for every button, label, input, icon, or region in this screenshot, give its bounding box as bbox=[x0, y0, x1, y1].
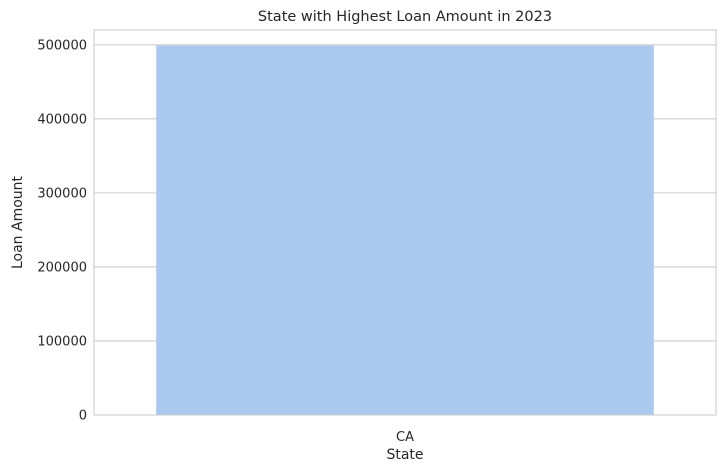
bars bbox=[156, 45, 654, 416]
y-tick-label: 0 bbox=[79, 409, 87, 424]
y-tick-label: 400000 bbox=[37, 112, 87, 127]
y-tick-label: 100000 bbox=[37, 334, 87, 349]
x-axis-label: State bbox=[386, 447, 423, 463]
chart-title: State with Highest Loan Amount in 2023 bbox=[258, 9, 552, 25]
plot-frame bbox=[93, 29, 717, 416]
bar-ca bbox=[156, 45, 654, 416]
y-axis-label: Loan Amount bbox=[10, 175, 26, 269]
y-tick-label: 500000 bbox=[37, 38, 87, 53]
x-tick-label: CA bbox=[396, 430, 414, 445]
x-ticks: CA bbox=[396, 430, 414, 445]
y-tick-label: 300000 bbox=[37, 186, 87, 201]
y-tick-label: 200000 bbox=[37, 260, 87, 275]
y-ticks: 0 100000 200000 300000 400000 500000 bbox=[37, 38, 87, 423]
